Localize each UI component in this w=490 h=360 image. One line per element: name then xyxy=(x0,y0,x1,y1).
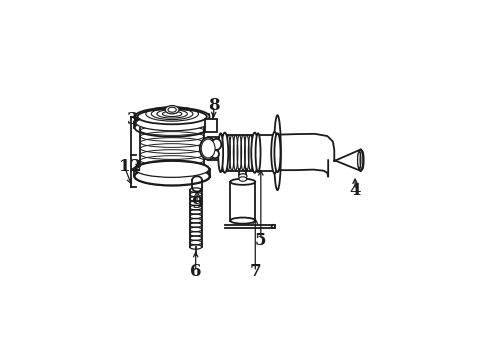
Text: 8: 8 xyxy=(208,97,220,114)
Ellipse shape xyxy=(218,133,223,172)
Ellipse shape xyxy=(274,115,281,190)
Ellipse shape xyxy=(271,225,275,228)
Text: 3: 3 xyxy=(127,111,139,128)
Ellipse shape xyxy=(135,114,209,131)
Ellipse shape xyxy=(271,132,278,174)
Ellipse shape xyxy=(358,149,363,171)
Ellipse shape xyxy=(200,138,217,159)
Ellipse shape xyxy=(230,179,255,185)
Ellipse shape xyxy=(134,112,210,132)
Ellipse shape xyxy=(221,132,228,173)
Text: 7: 7 xyxy=(249,264,261,280)
Ellipse shape xyxy=(168,107,176,112)
Ellipse shape xyxy=(239,174,247,179)
Ellipse shape xyxy=(138,109,207,124)
Ellipse shape xyxy=(135,119,210,137)
Ellipse shape xyxy=(251,132,258,173)
Ellipse shape xyxy=(135,160,210,178)
Ellipse shape xyxy=(211,150,219,158)
Text: 9: 9 xyxy=(191,195,203,212)
Ellipse shape xyxy=(135,108,210,126)
Ellipse shape xyxy=(135,161,209,177)
Text: 2: 2 xyxy=(130,158,141,175)
Ellipse shape xyxy=(165,105,179,114)
Ellipse shape xyxy=(358,152,361,168)
FancyBboxPatch shape xyxy=(205,118,217,132)
Text: 4: 4 xyxy=(349,181,361,199)
Ellipse shape xyxy=(134,167,210,186)
Ellipse shape xyxy=(256,133,261,172)
Text: 6: 6 xyxy=(190,264,201,280)
Ellipse shape xyxy=(239,177,246,181)
Ellipse shape xyxy=(201,139,215,158)
Ellipse shape xyxy=(135,167,210,185)
Text: 1: 1 xyxy=(119,158,130,175)
Ellipse shape xyxy=(212,139,221,150)
Ellipse shape xyxy=(140,122,204,133)
Text: 5: 5 xyxy=(255,231,267,248)
Ellipse shape xyxy=(274,133,280,172)
Ellipse shape xyxy=(230,217,255,224)
